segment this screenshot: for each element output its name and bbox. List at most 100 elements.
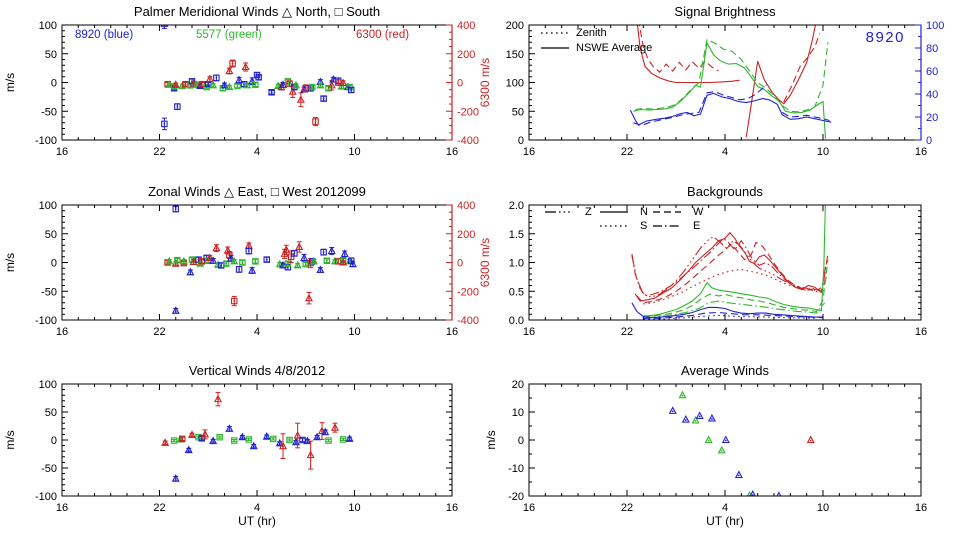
plot-frame (61, 204, 453, 321)
data-point (291, 249, 298, 257)
data-point (161, 438, 170, 446)
data-point (278, 433, 288, 459)
meridional-data-series (160, 25, 355, 131)
data-point (255, 74, 262, 81)
series-5577-e (646, 300, 826, 319)
y-tick-label: 100 (506, 78, 524, 90)
y2-tick-label: -400 (457, 315, 479, 327)
x-tick-label: 16 (446, 502, 458, 514)
data-point (213, 391, 223, 407)
data-point (205, 80, 212, 88)
x-tick-label: 4 (722, 326, 728, 338)
x-tick-label: 10 (348, 502, 360, 514)
data-point (229, 59, 236, 68)
x-axis-label: UT (hr) (706, 514, 744, 528)
average-data-series (668, 390, 815, 496)
y-tick-label: -100 (35, 491, 57, 503)
y-tick-label: 0 (518, 135, 524, 147)
data-point (263, 256, 270, 263)
data-point (234, 82, 241, 90)
data-point (691, 415, 700, 424)
y-tick-label: 20 (512, 379, 524, 391)
data-point (245, 247, 253, 255)
data-point (717, 445, 726, 454)
data-point (330, 422, 340, 433)
data-point (695, 411, 704, 419)
data-point (275, 438, 284, 447)
data-point (325, 437, 332, 444)
data-point (225, 424, 234, 432)
y-axis-label: m/s (3, 253, 17, 272)
series-8920-nswe-avg (629, 92, 832, 126)
series-8920-s (643, 314, 815, 320)
data-point (222, 260, 230, 267)
panel-title: Average Winds (681, 363, 769, 378)
y-tick-label: -10 (508, 463, 524, 475)
x-tick-label: 22 (621, 502, 633, 514)
series-8920-w (643, 311, 824, 319)
y-tick-label: 10 (512, 407, 524, 419)
x-tick-label: 4 (722, 146, 728, 158)
data-point (704, 435, 713, 444)
data-point (239, 259, 246, 266)
data-point (339, 78, 348, 87)
panel-meridional: 16 22 4 10 16-100-50050100-400-2000200400630… (3, 4, 492, 158)
y-tick-label: -100 (35, 315, 57, 327)
x-tick-label: 16 (56, 502, 68, 514)
data-point (340, 249, 349, 258)
y-tick-label: 150 (506, 49, 524, 61)
y2-axis-label: 6300 m/s (478, 58, 492, 107)
data-point (284, 260, 292, 267)
series-6300-w (636, 241, 827, 304)
plot-frame (61, 383, 453, 497)
series-8920-zenith-(early) (633, 84, 768, 127)
data-point (174, 256, 181, 264)
series-5577-w (643, 259, 829, 318)
data-point (304, 291, 314, 305)
data-point (252, 258, 259, 265)
y2-tick-label: 20 (926, 112, 938, 124)
data-point (216, 433, 223, 441)
series-6300-n (634, 231, 825, 302)
x-tick-label: 16 (523, 146, 535, 158)
x-tick-label: 10 (817, 502, 829, 514)
y2-tick-label: 200 (457, 229, 475, 241)
data-point (165, 80, 174, 88)
x-tick-label: 16 (523, 326, 535, 338)
y2-tick-label: 40 (926, 89, 938, 101)
data-point (678, 390, 687, 399)
series-5577-n (643, 205, 826, 317)
series-6300-nswe-avg-(late) (745, 25, 816, 138)
data-point (296, 92, 305, 108)
data-point (316, 265, 325, 274)
y2-tick-label: 80 (926, 43, 938, 55)
data-point (734, 470, 743, 479)
y-tick-label: 100 (39, 20, 57, 32)
x-tick-label: 10 (348, 326, 360, 338)
data-point (347, 86, 355, 94)
annotation-8920: 8920 (866, 29, 905, 46)
data-point (252, 81, 259, 89)
data-point (179, 435, 186, 443)
data-point (231, 295, 238, 307)
data-point (170, 437, 178, 444)
x-tick-label: 16 (446, 146, 458, 158)
data-point (291, 80, 301, 89)
data-point (235, 266, 243, 273)
x-tick-label: 10 (817, 146, 829, 158)
data-point (209, 436, 218, 445)
series-8920-zenith-(late) (781, 111, 830, 122)
data-point (312, 117, 319, 127)
y-tick-label: 1.0 (509, 258, 524, 270)
data-point (248, 265, 257, 274)
panel-title: Backgrounds (687, 184, 763, 199)
brightness-data-series (629, 25, 832, 139)
y-tick-label: 50 (512, 106, 524, 118)
series-5577-zenith (635, 38, 829, 113)
data-point (681, 414, 690, 423)
y-tick-label: 50 (45, 49, 57, 61)
data-point (308, 83, 316, 91)
